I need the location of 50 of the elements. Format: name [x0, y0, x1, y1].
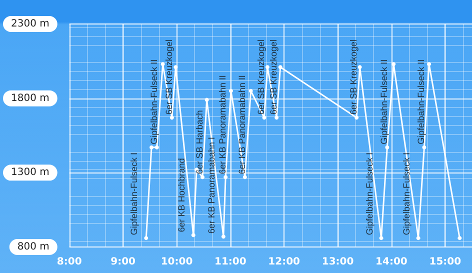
annotation: 6er KB Panoramabahn II [218, 75, 228, 174]
point [385, 145, 390, 150]
point [379, 236, 384, 240]
point [191, 233, 196, 238]
annotation: 6er SB Harbach [194, 110, 205, 174]
point [204, 98, 209, 102]
x-tick-label: 11:00 [214, 256, 246, 268]
point [392, 62, 396, 66]
annotation: 6er SB Kreuzkogel [268, 40, 279, 115]
point [154, 145, 159, 150]
point [262, 116, 266, 120]
point [224, 175, 228, 180]
annotation: Gipfelbahn-Fulseck II [379, 59, 390, 144]
annotation: 6er KB Panoramabahn II [236, 75, 247, 174]
annotation: Gipfelbahn-Fulseck II [416, 59, 426, 144]
point [150, 145, 154, 150]
annotation: Gipfelbahn-Fulseck II [148, 59, 159, 144]
x-tick-label: 9:00 [110, 256, 136, 268]
point [200, 175, 205, 180]
point [354, 116, 359, 120]
point [458, 236, 462, 240]
annotation: Gipfelbahn-Fulseck I [129, 152, 140, 236]
annotation: 6er KB Panoramabahn I [206, 137, 216, 234]
point [422, 145, 426, 150]
annotation: 6er KB Hochbrand [176, 158, 186, 232]
x-tick-label: 12:00 [268, 256, 300, 268]
annotation: 6er SB Kreuzkogel [256, 40, 266, 115]
point [427, 62, 432, 66]
y-tick-label: 800 m [17, 242, 50, 252]
y-tick-label: 1300 m [10, 167, 50, 178]
point [228, 88, 233, 93]
x-tick-label: 14:00 [376, 256, 408, 268]
annotation: Gipfelbahn-Fulseck I [364, 152, 374, 236]
x-tick-label: 13:00 [322, 256, 354, 268]
point [160, 62, 165, 66]
x-tick-label: 10:00 [160, 256, 193, 268]
x-tick-label: 8:00 [56, 256, 82, 268]
point [274, 116, 279, 120]
annotation: 6er SB Kreuzkogel [348, 40, 359, 115]
y-tick-label: 2300 m [10, 18, 50, 30]
point [242, 175, 247, 180]
point [248, 88, 253, 93]
x-tick-label: 15:00 [429, 256, 462, 268]
point [144, 236, 148, 240]
annotation: Gipfelbahn-Fulseck I [401, 152, 412, 236]
y-tick-label: 1800 m [10, 92, 50, 104]
point [170, 116, 174, 120]
point [221, 234, 226, 239]
point [416, 236, 420, 240]
annotation: 6er SB Kreuzkogel [164, 40, 174, 115]
